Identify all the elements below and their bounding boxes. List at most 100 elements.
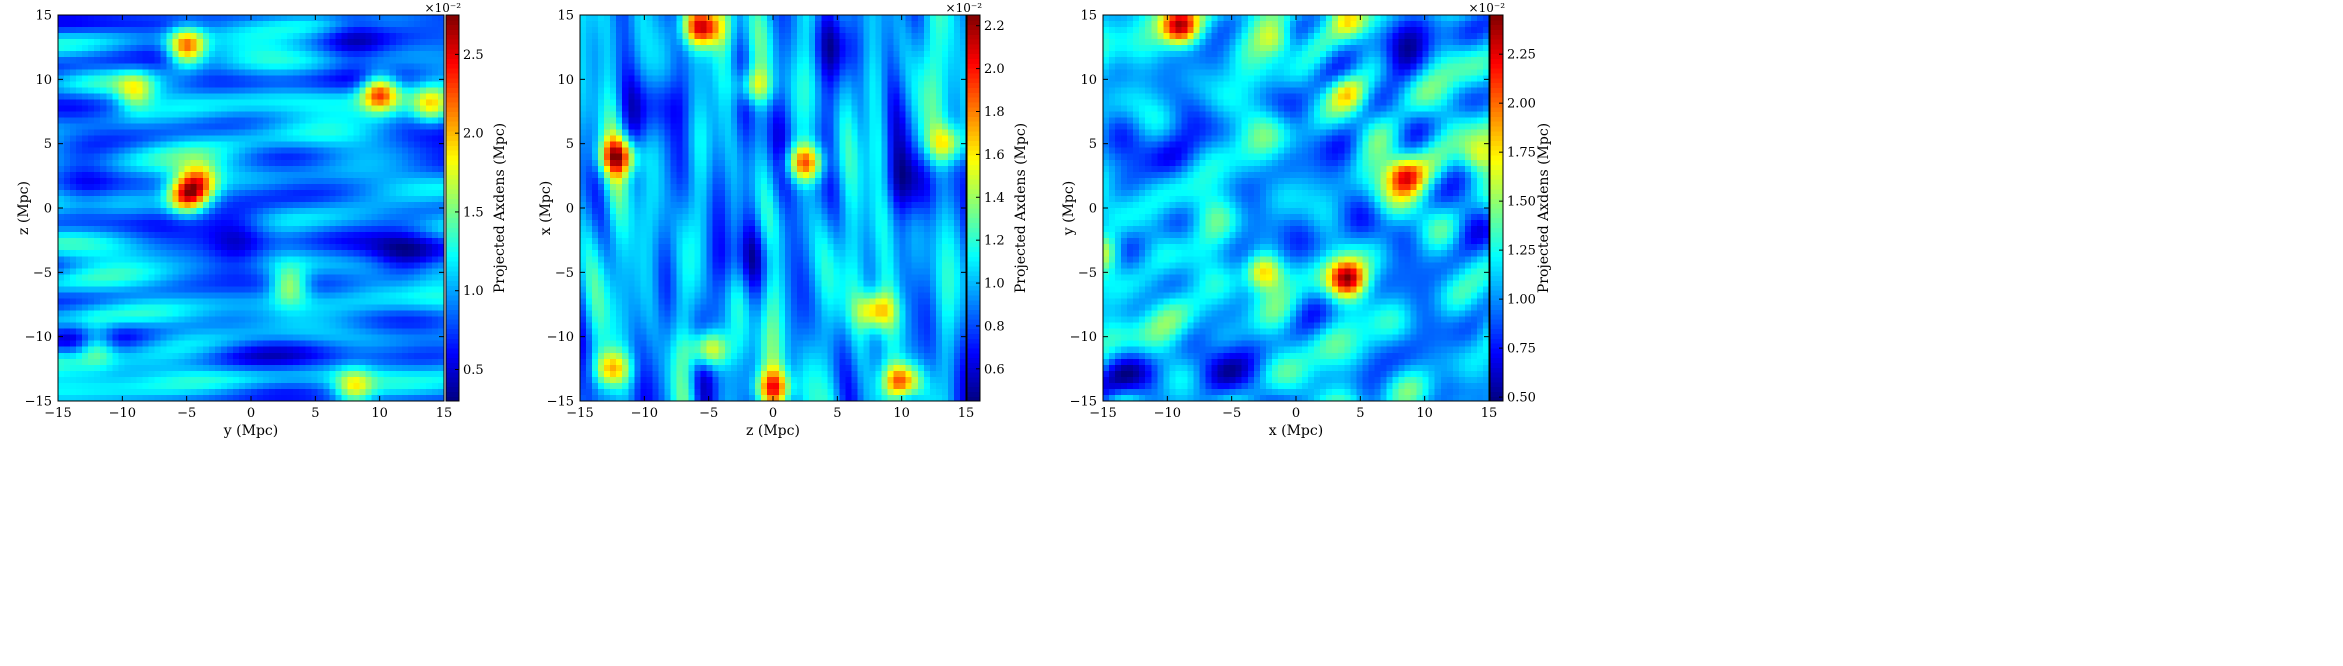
heatmap-cell — [155, 105, 162, 112]
heatmap-cell — [100, 329, 107, 336]
heatmap-cell — [372, 353, 379, 360]
heatmap-cell — [112, 268, 119, 275]
heatmap-cell — [179, 190, 186, 197]
heatmap-cell — [317, 27, 324, 34]
heatmap-cell — [341, 377, 348, 384]
heatmap-cell — [142, 232, 149, 239]
heatmap-cell — [408, 383, 415, 390]
heatmap-cell — [70, 232, 77, 239]
heatmap-cell — [233, 124, 240, 131]
heatmap-cell — [402, 311, 409, 318]
heatmap-cell — [360, 280, 367, 287]
heatmap-cell — [281, 57, 288, 64]
heatmap-cell — [616, 33, 623, 40]
heatmap-cell — [360, 33, 367, 40]
heatmap-cell — [173, 365, 180, 372]
heatmap-cell — [845, 27, 852, 34]
heatmap-cell — [203, 190, 210, 197]
heatmap-cell — [317, 166, 324, 173]
heatmap-cell — [70, 359, 77, 366]
heatmap-cell — [233, 75, 240, 82]
heatmap-cell — [239, 335, 246, 342]
heatmap-cell — [305, 317, 312, 324]
heatmap-cell — [233, 160, 240, 167]
heatmap-cell — [173, 136, 180, 143]
heatmap-cell — [863, 51, 870, 58]
heatmap-cell — [366, 311, 373, 318]
heatmap-cell — [773, 15, 780, 22]
heatmap-cell — [185, 148, 192, 155]
heatmap-cell — [414, 305, 421, 312]
heatmap-cell — [221, 335, 228, 342]
heatmap-cell — [592, 63, 599, 70]
heatmap-cell — [341, 383, 348, 390]
heatmap-cell — [167, 27, 174, 34]
heatmap-cell — [803, 45, 810, 52]
heatmap-cell — [100, 81, 107, 88]
heatmap-cell — [646, 21, 653, 28]
heatmap-cell — [281, 305, 288, 312]
heatmap-cell — [863, 27, 870, 34]
heatmap-cell — [906, 75, 913, 82]
heatmap-cell — [888, 51, 895, 58]
heatmap-cell — [888, 15, 895, 22]
heatmap-cell — [227, 220, 234, 227]
heatmap-cell — [402, 323, 409, 330]
heatmap-cell — [305, 208, 312, 215]
heatmap-cell — [348, 329, 355, 336]
heatmap-cell — [293, 365, 300, 372]
heatmap-cell — [88, 184, 95, 191]
heatmap-cell — [311, 268, 318, 275]
heatmap-cell — [112, 214, 119, 221]
heatmap-cell — [209, 371, 216, 378]
heatmap-cell — [311, 353, 318, 360]
heatmap-cell — [130, 244, 137, 251]
heatmap-cell — [203, 365, 210, 372]
heatmap-cell — [173, 75, 180, 82]
heatmap-cell — [251, 21, 258, 28]
heatmap-cell — [275, 335, 282, 342]
heatmap-cell — [155, 347, 162, 354]
heatmap-cell — [88, 51, 95, 58]
heatmap-cell — [106, 298, 113, 305]
heatmap-cell — [402, 347, 409, 354]
heatmap-cell — [420, 184, 427, 191]
heatmap-cell — [251, 166, 258, 173]
heatmap-cell — [348, 262, 355, 269]
heatmap-cell — [646, 81, 653, 88]
heatmap-cell — [257, 99, 264, 106]
heatmap-cell — [70, 160, 77, 167]
heatmap-cell — [335, 208, 342, 215]
heatmap-cell — [378, 27, 385, 34]
heatmap-cell — [366, 39, 373, 46]
heatmap-cell — [106, 178, 113, 185]
heatmap-cell — [426, 359, 433, 366]
heatmap-cell — [335, 383, 342, 390]
heatmap-cell — [876, 39, 883, 46]
heatmap-cell — [408, 286, 415, 293]
heatmap-cell — [173, 45, 180, 52]
heatmap-cell — [372, 298, 379, 305]
heatmap-cell — [731, 45, 738, 52]
heatmap-cell — [384, 298, 391, 305]
heatmap-cell — [604, 75, 611, 82]
heatmap-cell — [239, 196, 246, 203]
heatmap-cell — [876, 63, 883, 70]
heatmap-cell — [106, 335, 113, 342]
heatmap-cell — [221, 87, 228, 94]
heatmap-cell — [64, 244, 71, 251]
heatmap-cell — [269, 226, 276, 233]
heatmap-cell — [341, 130, 348, 137]
heatmap-cell — [239, 280, 246, 287]
heatmap-cell — [263, 262, 270, 269]
heatmap-cell — [118, 305, 125, 312]
heatmap-cell — [372, 238, 379, 245]
heatmap-cell — [275, 268, 282, 275]
heatmap-cell — [173, 335, 180, 342]
heatmap-cell — [100, 298, 107, 305]
heatmap-cell — [432, 154, 439, 161]
heatmap-cell — [924, 75, 931, 82]
heatmap-cell — [719, 75, 726, 82]
heatmap-cell — [287, 57, 294, 64]
heatmap-cell — [580, 63, 587, 70]
